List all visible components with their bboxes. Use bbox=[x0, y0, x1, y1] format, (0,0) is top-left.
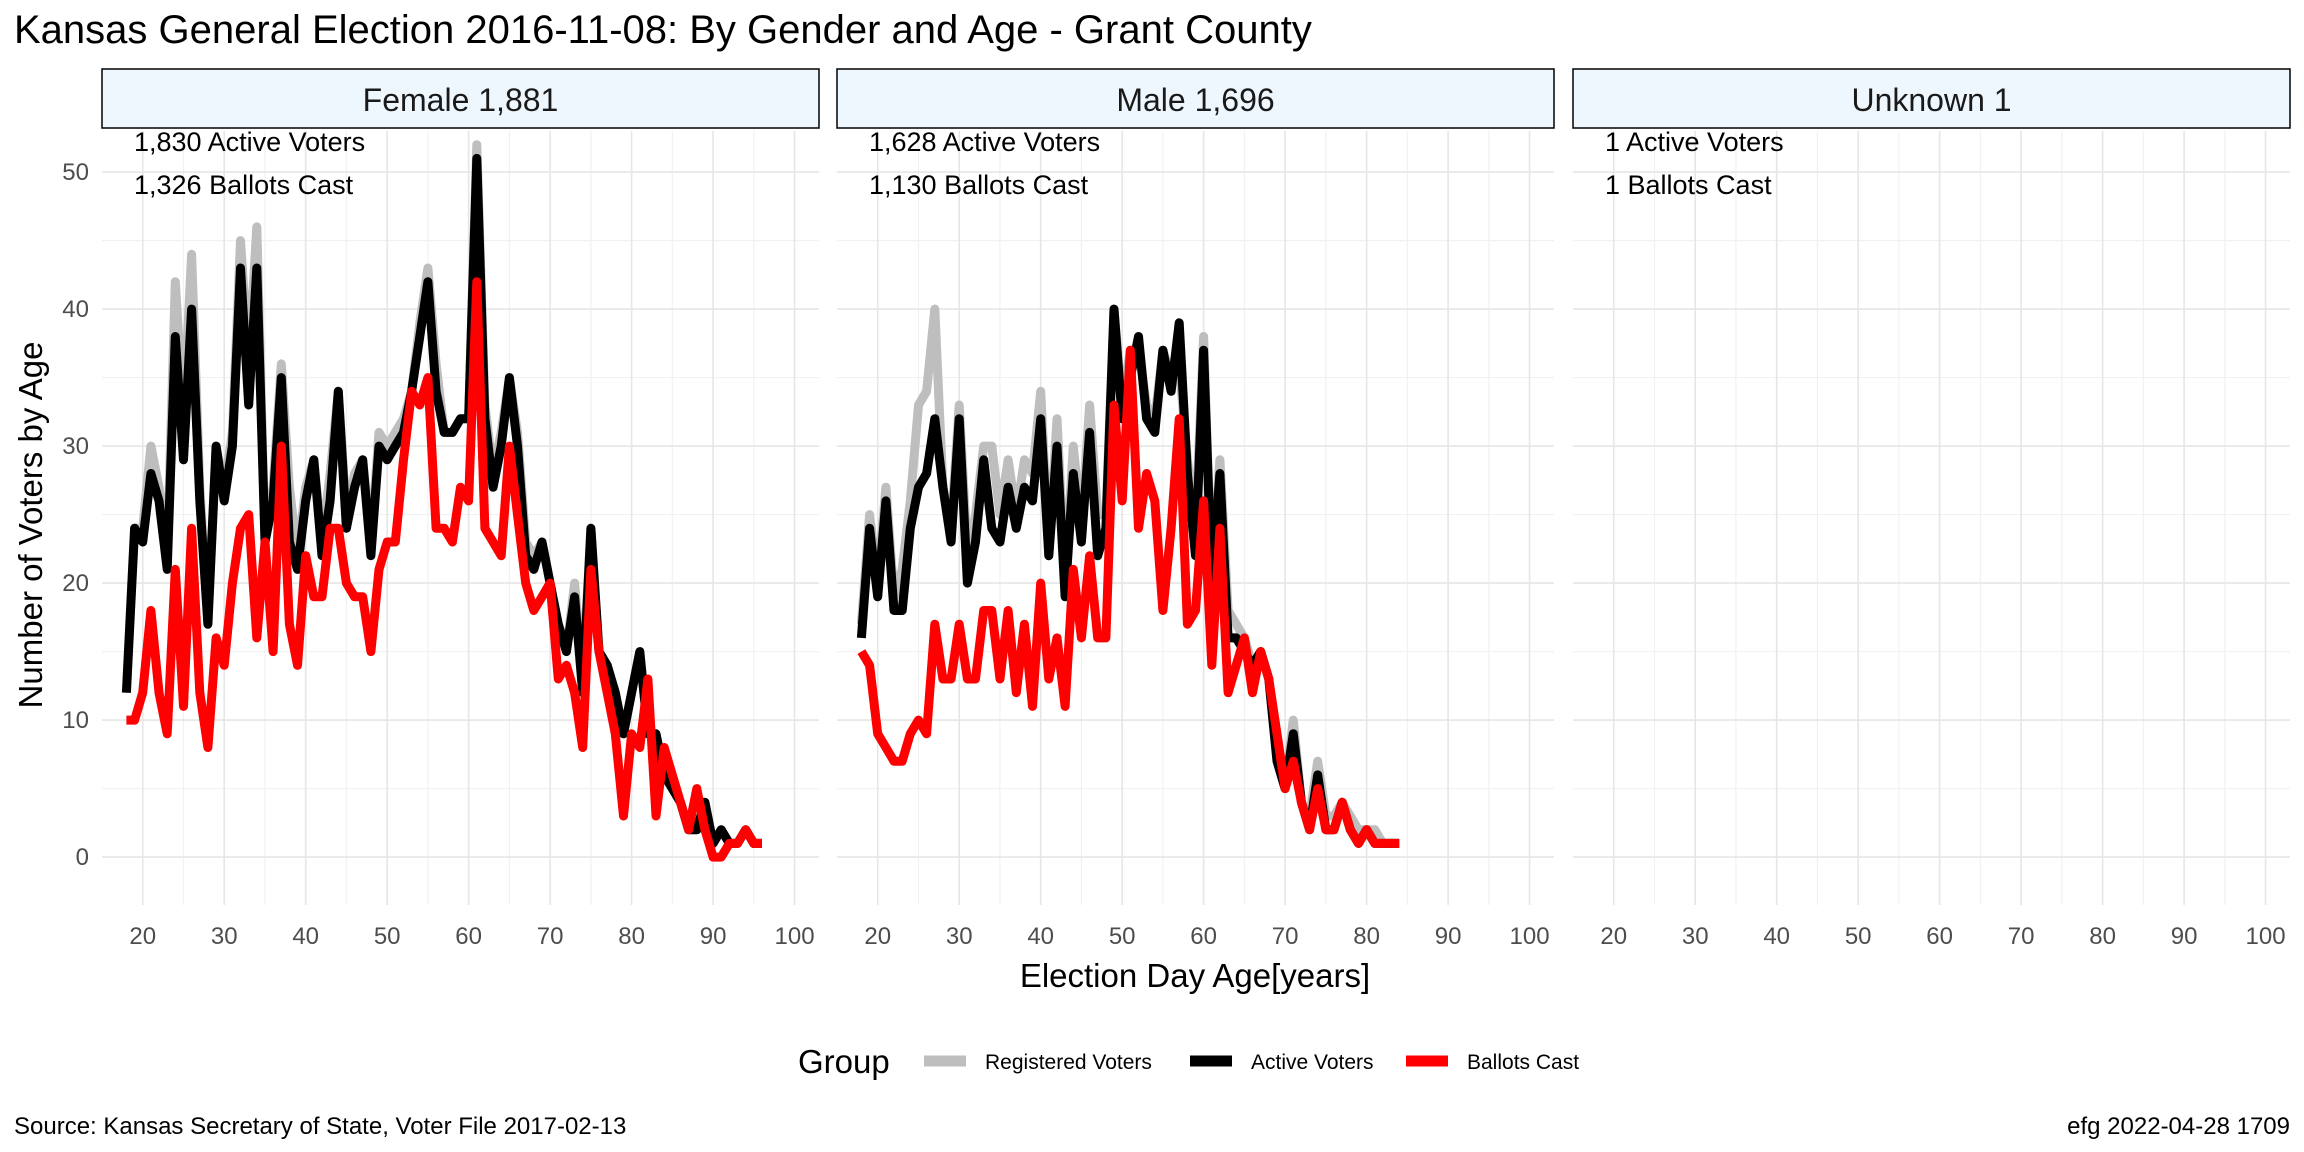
x-tick-label: 20 bbox=[864, 923, 891, 950]
series-line-active-voters bbox=[121, 153, 762, 848]
x-tick-label: 40 bbox=[1763, 923, 1790, 950]
x-tick-label: 50 bbox=[1109, 923, 1136, 950]
x-tick-label: 100 bbox=[775, 923, 815, 950]
x-tick-label: 40 bbox=[292, 923, 319, 950]
legend-label: Ballots Cast bbox=[1467, 1051, 1579, 1074]
legend-label: Registered Voters bbox=[985, 1051, 1152, 1074]
y-axis-label: Number of Voters by Age bbox=[12, 342, 49, 709]
facet-strip-label: Female 1,881 bbox=[363, 82, 559, 118]
x-axis-label: Election Day Age[years] bbox=[1020, 957, 1370, 994]
y-tick-label: 50 bbox=[62, 159, 89, 186]
x-tick-label: 70 bbox=[537, 923, 564, 950]
x-tick-label: 30 bbox=[946, 923, 973, 950]
y-tick-label: 0 bbox=[76, 844, 89, 871]
x-tick-label: 90 bbox=[1435, 923, 1462, 950]
legend-title: Group bbox=[798, 1043, 890, 1080]
panel-annotation: 1 Active Voters bbox=[1605, 127, 1784, 157]
x-tick-label: 80 bbox=[2089, 923, 2116, 950]
x-tick-label: 100 bbox=[2246, 923, 2286, 950]
x-tick-label: 30 bbox=[1682, 923, 1709, 950]
panel: Female 1,881 1,830 Active Voters 1,326 Bal… bbox=[101, 68, 820, 950]
x-tick-label: 80 bbox=[1353, 923, 1380, 950]
panel-annotation: 1,628 Active Voters bbox=[869, 127, 1100, 157]
panel-annotation: 1,830 Active Voters bbox=[134, 127, 365, 157]
y-tick-label: 40 bbox=[62, 296, 89, 323]
caption-source: Source: Kansas Secretary of State, Voter… bbox=[14, 1113, 626, 1140]
x-tick-label: 40 bbox=[1027, 923, 1054, 950]
facet-strip-label: Unknown 1 bbox=[1851, 82, 2011, 118]
x-tick-label: 70 bbox=[1272, 923, 1299, 950]
facet-strip-label: Male 1,696 bbox=[1116, 82, 1274, 118]
y-tick-label: 20 bbox=[62, 570, 89, 597]
legend-label: Active Voters bbox=[1251, 1051, 1374, 1074]
x-tick-label: 30 bbox=[211, 923, 238, 950]
y-tick-label: 30 bbox=[62, 433, 89, 460]
panel-annotation: 1 Ballots Cast bbox=[1605, 170, 1772, 200]
facet-strip bbox=[836, 68, 1555, 129]
x-tick-label: 60 bbox=[455, 923, 482, 950]
panels: 0 10 20 30 40 50 Female 1,881 1,830 Active Vote… bbox=[62, 68, 2291, 950]
x-tick-label: 100 bbox=[1510, 923, 1550, 950]
x-tick-label: 60 bbox=[1926, 923, 1953, 950]
series-line-ballots-cast bbox=[126, 277, 762, 862]
panel: Male 1,696 1,628 Active Voters 1,130 Ballo… bbox=[836, 68, 1555, 950]
series-line-ballots-cast bbox=[857, 345, 1400, 848]
facet-strip bbox=[101, 68, 820, 129]
caption-credit: efg 2022-04-28 1709 bbox=[2067, 1113, 2290, 1140]
x-tick-label: 80 bbox=[618, 923, 645, 950]
panel-annotation: 1,130 Ballots Cast bbox=[869, 170, 1089, 200]
panel: Unknown 1 1 Active Voters 1 Ballots Cast 20… bbox=[1572, 68, 2291, 950]
x-tick-label: 70 bbox=[2008, 923, 2035, 950]
x-tick-label: 90 bbox=[2171, 923, 2198, 950]
y-tick-label: 10 bbox=[62, 707, 89, 734]
facet-strip bbox=[1572, 68, 2291, 129]
chart-title: Kansas General Election 2016-11-08: By G… bbox=[14, 8, 1312, 52]
x-tick-label: 50 bbox=[1845, 923, 1872, 950]
x-tick-label: 90 bbox=[700, 923, 727, 950]
x-tick-label: 20 bbox=[1600, 923, 1627, 950]
panel-annotation: 1,326 Ballots Cast bbox=[134, 170, 354, 200]
x-tick-label: 50 bbox=[374, 923, 401, 950]
x-tick-label: 20 bbox=[129, 923, 156, 950]
x-tick-label: 60 bbox=[1190, 923, 1217, 950]
legend: Group Registered Voters Active Voters Ballo… bbox=[798, 1043, 1579, 1080]
